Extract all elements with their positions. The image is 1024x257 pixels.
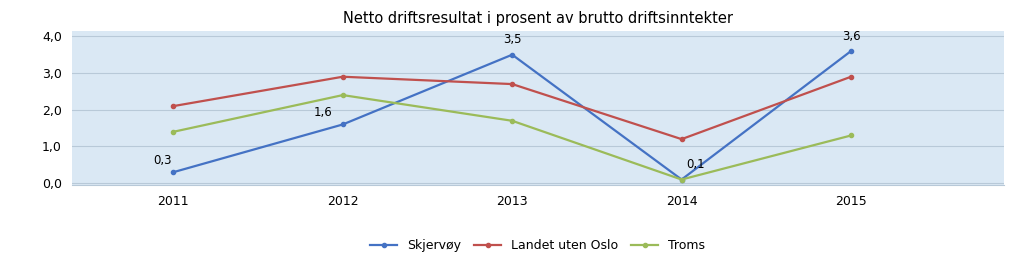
Text: 3,6: 3,6 (842, 30, 860, 43)
Legend: Skjervøy, Landet uten Oslo, Troms: Skjervøy, Landet uten Oslo, Troms (365, 234, 711, 257)
Text: 0,1: 0,1 (686, 158, 705, 171)
Text: 3,5: 3,5 (503, 33, 521, 46)
Text: 1,6: 1,6 (314, 106, 333, 119)
Text: 0,3: 0,3 (153, 154, 171, 167)
Title: Netto driftsresultat i prosent av brutto driftsinntekter: Netto driftsresultat i prosent av brutto… (343, 11, 732, 25)
